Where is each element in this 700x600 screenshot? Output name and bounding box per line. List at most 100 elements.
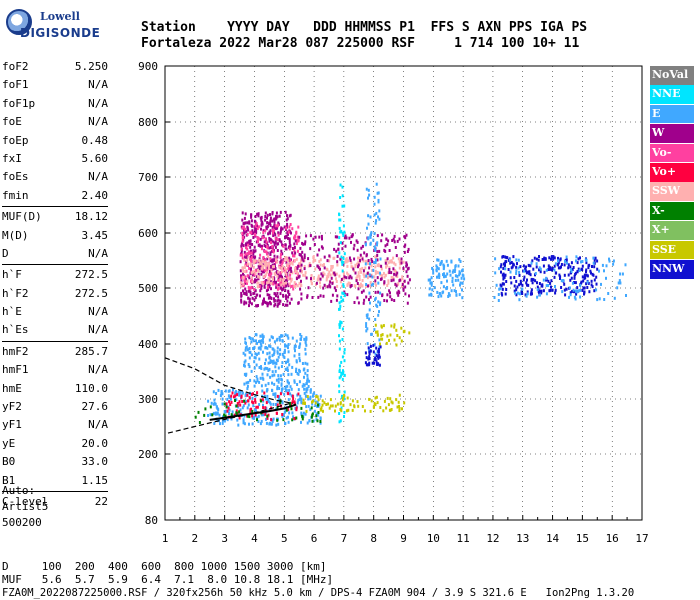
echo-point-e: [284, 367, 287, 371]
param-row-hmf2: hmF2 285.7: [2, 343, 108, 361]
echo-point-nnw: [567, 263, 570, 267]
echo-point-vo: [293, 253, 296, 257]
echo-point-e: [275, 378, 278, 382]
echo-point-vo: [262, 256, 265, 259]
echo-point-w: [406, 250, 409, 253]
echo-point-e: [281, 352, 284, 356]
echo-point-e: [273, 373, 276, 377]
echo-point-vo: [261, 236, 264, 240]
echo-point-w: [281, 252, 284, 256]
echo-point-ssw: [283, 258, 286, 262]
y-tick-label: 900: [138, 60, 158, 73]
echo-point-e: [221, 419, 224, 423]
echo-point-ssw: [319, 258, 322, 262]
echo-point-e: [287, 346, 289, 350]
echo-point-w: [299, 253, 302, 257]
echo-point-ssw: [253, 269, 256, 273]
echo-point-e: [369, 215, 372, 219]
echo-point-e: [228, 412, 230, 415]
echo-point-w: [267, 283, 270, 286]
echo-point-e: [430, 293, 433, 297]
echo-point-w: [376, 258, 379, 262]
echo-point-e: [312, 392, 315, 396]
echo-point-vo: [275, 283, 278, 287]
echo-point-nnw: [542, 264, 545, 268]
param-value: N/A: [88, 363, 108, 377]
echo-point-e: [557, 259, 559, 263]
echo-point-e: [607, 292, 610, 295]
echo-point-e: [379, 257, 382, 261]
echo-point-e: [251, 422, 254, 426]
echo-point-e: [304, 352, 307, 356]
echo-point-nnw: [527, 283, 530, 287]
echo-point-e: [435, 264, 438, 268]
echo-point-w: [260, 284, 263, 288]
echo-point-e: [379, 291, 382, 295]
echo-point-vo: [293, 400, 296, 404]
echo-point-vo: [235, 409, 238, 413]
echo-point-e: [221, 397, 224, 401]
echo-point-ssw: [387, 279, 390, 283]
echo-point-e: [298, 356, 301, 360]
echo-point-ssw: [251, 280, 254, 284]
echo-point-w: [384, 261, 387, 265]
echo-point-ssw: [357, 271, 360, 275]
echo-point-nnw: [559, 277, 561, 280]
echo-point-w: [288, 239, 291, 242]
echo-point-w: [393, 272, 396, 276]
echo-point-e: [369, 301, 371, 305]
echo-point-e: [608, 257, 610, 261]
echo-point-vo: [225, 402, 228, 406]
echo-point-w: [243, 250, 246, 254]
echo-point-nnw: [528, 272, 531, 276]
echo-point-e: [460, 276, 463, 280]
param-label: B1: [2, 473, 16, 487]
echo-point-vo: [277, 278, 280, 282]
echo-point-e: [564, 259, 566, 263]
echo-point-w: [385, 237, 388, 241]
echo-point-e: [579, 295, 582, 299]
echo-point-e: [568, 286, 571, 290]
echo-point-ssw: [283, 266, 286, 270]
echo-point-e: [241, 406, 244, 410]
echo-point-ssw: [299, 281, 302, 285]
echo-point-e: [286, 360, 289, 363]
echo-point-e: [442, 273, 444, 277]
profile-trace-lower: [167, 402, 291, 434]
echo-point-e: [306, 377, 309, 381]
echo-point-e: [445, 259, 448, 263]
echo-point-ssw: [308, 262, 311, 266]
echo-point-nnw: [378, 353, 381, 357]
echo-point-e: [268, 351, 271, 355]
param-label: yF1: [2, 418, 22, 432]
echo-point-nnw: [525, 271, 528, 275]
echo-point-e: [554, 285, 556, 288]
echo-point-w: [392, 278, 395, 282]
echo-point-w: [261, 244, 263, 248]
echo-point-ssw: [267, 267, 270, 270]
echo-point-e: [280, 378, 283, 382]
echo-point-nnw: [591, 265, 593, 268]
echo-point-nne: [342, 260, 345, 264]
echo-point-e: [272, 352, 275, 356]
echo-point-ssw: [398, 260, 401, 264]
echo-point-w: [309, 234, 312, 238]
echo-point-e: [580, 260, 582, 264]
echo-point-nnw: [550, 255, 553, 259]
echo-point-e: [598, 269, 600, 273]
echo-point-nne: [343, 415, 345, 418]
echo-point-vo: [276, 403, 279, 407]
echo-point-e: [278, 338, 281, 342]
echo-point-nnw: [500, 291, 503, 295]
echo-point-nne: [343, 351, 346, 355]
echo-point-e: [306, 421, 309, 425]
echo-point-e: [273, 349, 276, 353]
echo-point-x: [290, 407, 293, 411]
echo-point-e: [373, 245, 376, 249]
y-tick-label: 400: [138, 338, 158, 351]
echo-point-ssw: [327, 272, 330, 276]
echo-point-w: [248, 300, 251, 304]
echo-point-nnw: [374, 358, 377, 361]
echo-point-vo: [263, 250, 266, 253]
echo-point-vo: [239, 403, 242, 407]
